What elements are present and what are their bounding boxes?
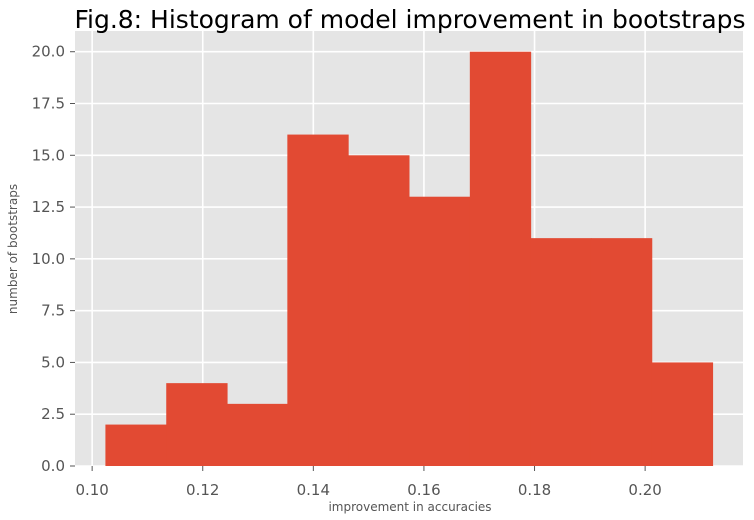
histogram-bar — [469, 51, 532, 466]
x-tick-label: 0.10 — [75, 481, 108, 499]
histogram-bar — [590, 238, 653, 466]
histogram-bar — [166, 383, 228, 466]
x-tick-label: 0.14 — [297, 481, 330, 499]
y-axis-ticks: 0.0 2.5 5.0 7.5 10.0 12.5 15.0 17.5 20.0 — [32, 43, 75, 475]
y-tick-label: 17.5 — [32, 95, 65, 113]
y-tick-label: 12.5 — [32, 198, 65, 216]
y-tick-label: 0.0 — [41, 457, 65, 475]
histogram-bar — [227, 403, 288, 466]
x-axis-ticks: 0.10 0.12 0.14 0.16 0.18 0.20 — [75, 466, 662, 499]
x-tick-label: 0.12 — [186, 481, 219, 499]
chart-title: Fig.8: Histogram of model improvement in… — [74, 5, 745, 34]
y-tick-label: 10.0 — [32, 250, 65, 268]
x-axis-label: improvement in accuracies — [328, 500, 491, 514]
y-axis-label: number of bootstraps — [6, 184, 20, 314]
histogram-bar — [348, 155, 410, 467]
x-tick-label: 0.20 — [628, 481, 661, 499]
y-tick-label: 7.5 — [41, 302, 65, 320]
histogram-bar — [651, 362, 714, 466]
y-tick-label: 20.0 — [32, 43, 65, 61]
histogram-bar — [409, 196, 471, 466]
y-tick-label: 5.0 — [41, 353, 65, 371]
y-tick-label: 15.0 — [32, 146, 65, 164]
histogram-bars — [105, 51, 714, 467]
histogram-bar — [287, 134, 349, 467]
histogram-bar — [105, 424, 167, 466]
y-tick-label: 2.5 — [41, 405, 65, 423]
x-tick-label: 0.18 — [518, 481, 551, 499]
x-tick-label: 0.16 — [407, 481, 440, 499]
histogram-bar — [530, 238, 592, 466]
